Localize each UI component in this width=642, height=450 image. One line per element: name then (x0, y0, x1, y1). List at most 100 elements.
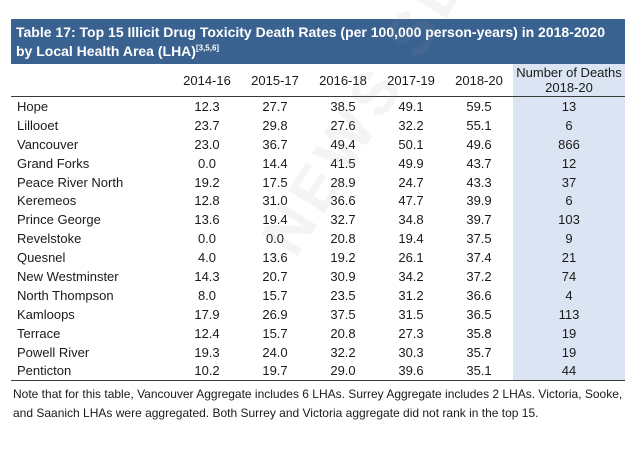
table-row: Keremeos 12.8 31.0 36.6 47.7 39.9 6 (11, 191, 625, 211)
rate-cell: 30.9 (330, 268, 356, 284)
lha-name-cell: Revelstoke (17, 231, 82, 247)
table-row: Vancouver 23.0 36.7 49.4 50.1 49.6 866 (11, 134, 625, 154)
table-row: Kamloops 17.9 26.9 37.5 31.5 36.5 113 (11, 304, 625, 324)
table-row: Powell River 19.3 24.0 32.2 30.3 35.7 19 (11, 342, 625, 362)
rate-cell: 39.9 (466, 193, 492, 209)
rate-cell: 34.8 (398, 212, 424, 228)
deaths-count-cell: 866 (513, 134, 625, 154)
title-citation: [3,5,6] (195, 43, 220, 53)
rate-cell: 23.7 (194, 117, 220, 133)
header-cell-deaths: Number of Deaths 2018-20 (513, 64, 625, 97)
header-cell-period: 2017-19 (377, 64, 445, 97)
rate-cell: 29.0 (309, 361, 377, 382)
header-cell-period: 2018-20 (445, 64, 513, 97)
lha-name-cell: Keremeos (17, 193, 77, 209)
rate-cell: 26.9 (262, 306, 288, 322)
deaths-count-cell: 103 (513, 210, 625, 230)
lha-name-cell: Vancouver (17, 136, 79, 152)
rate-cell: 20.8 (330, 231, 356, 247)
lha-name-cell: Quesnel (17, 250, 66, 266)
rate-cell: 49.4 (330, 136, 356, 152)
rate-cell: 49.9 (398, 155, 424, 171)
table-row: North Thompson 8.0 15.7 23.5 31.2 36.6 4 (11, 285, 625, 305)
rate-cell: 59.5 (466, 98, 492, 114)
header-cell-period: 2015-17 (241, 64, 309, 97)
rate-cell: 32.2 (398, 117, 424, 133)
lha-name-cell: Peace River North (17, 174, 124, 190)
rate-cell: 47.7 (398, 193, 424, 209)
rate-cell: 30.3 (398, 344, 424, 360)
rate-cell: 12.3 (194, 98, 220, 114)
rate-cell: 32.7 (330, 212, 356, 228)
table-body: Hope 12.3 27.7 38.5 49.1 59.5 13 Lillooet 23.7 29… (11, 96, 625, 382)
rate-cell: 14.3 (194, 268, 220, 284)
rate-cell: 0.0 (265, 231, 285, 247)
rate-cell: 19.4 (398, 231, 424, 247)
rate-cell: 31.5 (398, 306, 424, 322)
lha-name-cell: Penticton (11, 361, 173, 382)
rate-cell: 35.7 (466, 344, 492, 360)
rate-cell: 20.7 (262, 268, 288, 284)
rate-cell: 10.2 (173, 361, 241, 382)
table-row: New Westminster 14.3 20.7 30.9 34.2 37.2 74 (11, 267, 625, 286)
rate-cell: 37.4 (466, 250, 492, 266)
table-row: Revelstoke 0.0 0.0 20.8 19.4 37.5 9 (11, 229, 625, 249)
rate-cell: 26.1 (398, 250, 424, 266)
table-note: Note that for this table, Vancouver Aggr… (13, 387, 623, 421)
document: Table 17: Top 15 Illicit Drug Toxicity D… (11, 19, 625, 423)
rate-cell: 35.1 (445, 361, 513, 382)
rate-cell: 19.2 (194, 174, 220, 190)
table-row: Grand Forks 0.0 14.4 41.5 49.9 43.7 12 (11, 153, 625, 173)
rate-cell: 37.2 (466, 268, 492, 284)
rate-cell: 17.9 (194, 306, 220, 322)
deaths-count-cell: 4 (513, 285, 625, 305)
deaths-count-cell: 74 (513, 267, 625, 286)
deaths-count-cell: 113 (513, 304, 625, 324)
rate-cell: 32.2 (330, 344, 356, 360)
rate-cell: 36.7 (262, 136, 288, 152)
deaths-count-cell: 19 (513, 323, 625, 343)
rate-cell: 39.6 (377, 361, 445, 382)
lha-name-cell: Hope (17, 98, 49, 114)
deaths-count-cell: 44 (513, 361, 625, 382)
rate-cell: 29.8 (262, 117, 288, 133)
rate-cell: 37.5 (466, 231, 492, 247)
table-title-text: Table 17: Top 15 Illicit Drug Toxicity D… (16, 24, 606, 59)
deaths-count-cell: 6 (513, 115, 625, 135)
rate-cell: 35.8 (466, 325, 492, 341)
deaths-count-cell: 21 (513, 248, 625, 268)
deaths-count-cell: 37 (513, 172, 625, 192)
rate-cell: 19.2 (330, 250, 356, 266)
rate-cell: 49.6 (466, 136, 492, 152)
rate-cell: 36.6 (330, 193, 356, 209)
table-row: Lillooet 23.7 29.8 27.6 32.2 55.1 6 (11, 115, 625, 135)
lha-name-cell: North Thompson (17, 287, 114, 303)
rate-cell: 49.1 (398, 98, 424, 114)
rate-cell: 43.3 (466, 174, 492, 190)
rate-cell: 31.0 (262, 193, 288, 209)
rate-cell: 12.4 (194, 325, 220, 341)
deaths-count-cell: 19 (513, 342, 625, 362)
table-row: Hope 12.3 27.7 38.5 49.1 59.5 13 (11, 96, 625, 116)
rate-cell: 15.7 (262, 287, 288, 303)
rate-cell: 27.6 (330, 117, 356, 133)
rate-cell: 43.7 (466, 155, 492, 171)
rate-cell: 17.5 (262, 174, 288, 190)
rate-cell: 12.8 (194, 193, 220, 209)
rate-cell: 23.0 (194, 136, 220, 152)
table-row: Penticton 10.2 19.7 29.0 39.6 35.1 44 (11, 361, 625, 382)
rate-cell: 41.5 (330, 155, 356, 171)
rate-cell: 23.5 (330, 287, 356, 303)
rate-cell: 13.6 (194, 212, 220, 228)
rate-cell: 24.7 (398, 174, 424, 190)
rate-cell: 28.9 (330, 174, 356, 190)
deaths-count-cell: 13 (513, 96, 625, 116)
rate-cell: 31.2 (398, 287, 424, 303)
lha-name-cell: Lillooet (17, 117, 59, 133)
deaths-count-cell: 9 (513, 229, 625, 249)
header-cell-name (11, 64, 173, 97)
rate-cell: 19.7 (241, 361, 309, 382)
rate-cell: 0.0 (197, 231, 217, 247)
table-header-row: 2014-16 2015-17 2016-18 2017-19 2018-20 Numbe… (11, 64, 625, 97)
rate-cell: 37.5 (330, 306, 356, 322)
